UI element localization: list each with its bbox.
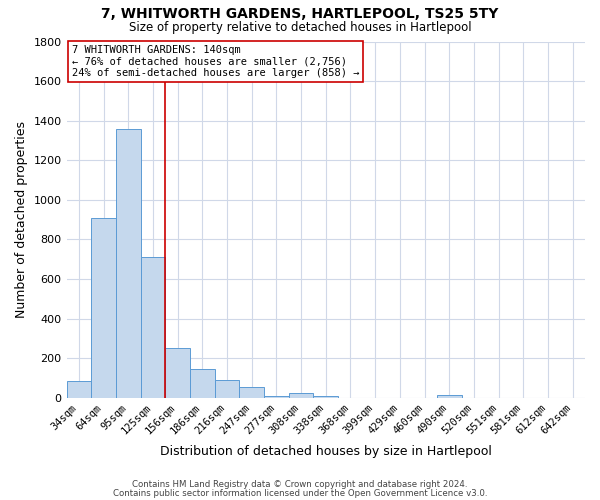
Text: Contains public sector information licensed under the Open Government Licence v3: Contains public sector information licen… <box>113 488 487 498</box>
Bar <box>140 257 165 398</box>
X-axis label: Distribution of detached houses by size in Hartlepool: Distribution of detached houses by size … <box>160 444 492 458</box>
Text: Size of property relative to detached houses in Hartlepool: Size of property relative to detached ho… <box>128 21 472 34</box>
Bar <box>91 218 116 398</box>
Bar <box>264 396 289 398</box>
Text: Contains HM Land Registry data © Crown copyright and database right 2024.: Contains HM Land Registry data © Crown c… <box>132 480 468 489</box>
Bar <box>239 387 264 398</box>
Bar <box>116 128 140 398</box>
Text: 7, WHITWORTH GARDENS, HARTLEPOOL, TS25 5TY: 7, WHITWORTH GARDENS, HARTLEPOOL, TS25 5… <box>101 8 499 22</box>
Bar <box>165 348 190 398</box>
Text: 7 WHITWORTH GARDENS: 140sqm
← 76% of detached houses are smaller (2,756)
24% of : 7 WHITWORTH GARDENS: 140sqm ← 76% of det… <box>72 45 359 78</box>
Bar <box>215 380 239 398</box>
Bar <box>313 396 338 398</box>
Bar <box>190 369 215 398</box>
Bar <box>67 381 91 398</box>
Bar <box>437 394 461 398</box>
Bar <box>289 393 313 398</box>
Y-axis label: Number of detached properties: Number of detached properties <box>15 121 28 318</box>
